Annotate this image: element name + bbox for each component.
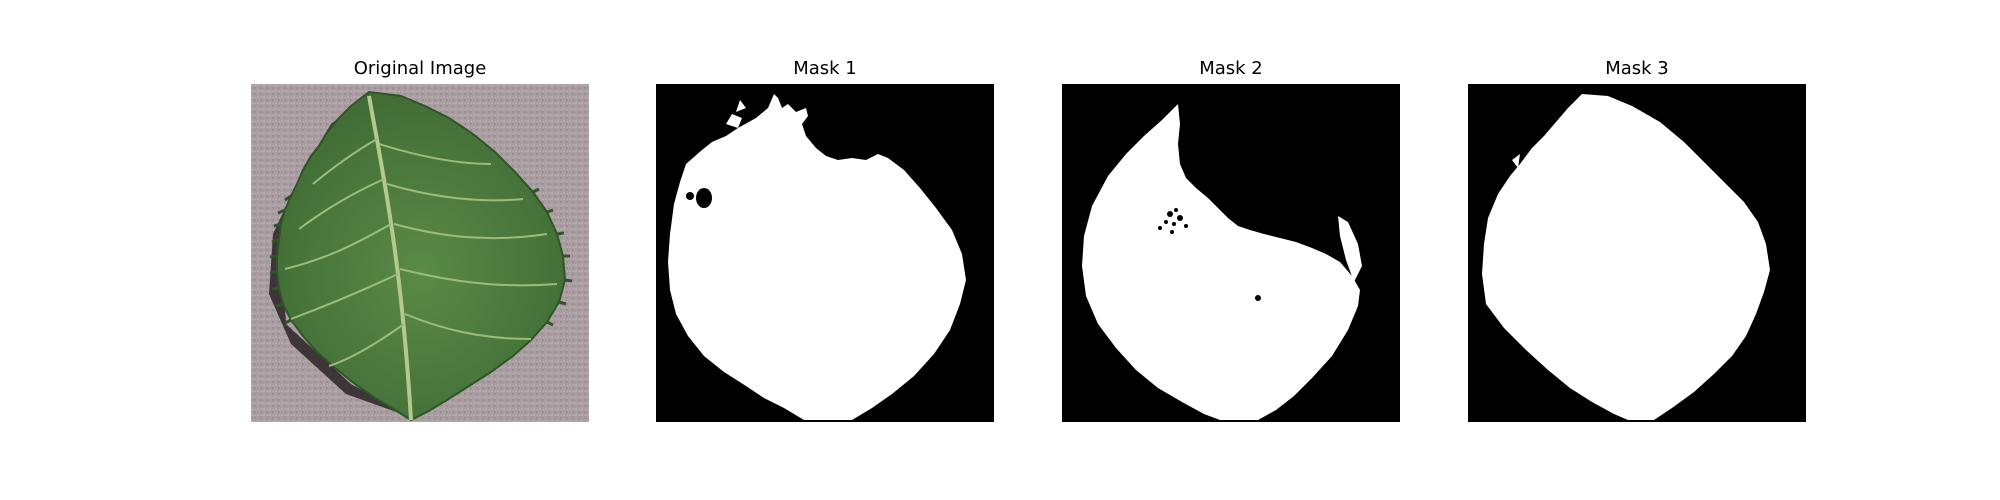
leaf-photo (251, 84, 589, 422)
original-image-panel (251, 84, 589, 422)
mask-4-panel (1468, 84, 1806, 422)
mask-2-panel (1062, 84, 1400, 422)
mask-1-panel (656, 84, 994, 422)
panel-title-mask-2: Mask 2 (1062, 58, 1400, 80)
mask-2-image (1062, 84, 1400, 422)
mask-1-image (656, 84, 994, 422)
panel-title-original-image: Original Image (251, 58, 589, 80)
panel-title-mask-3: Mask 3 (1468, 58, 1806, 80)
panel-title-mask-1: Mask 1 (656, 58, 994, 80)
mask-3-image (1468, 84, 1806, 422)
